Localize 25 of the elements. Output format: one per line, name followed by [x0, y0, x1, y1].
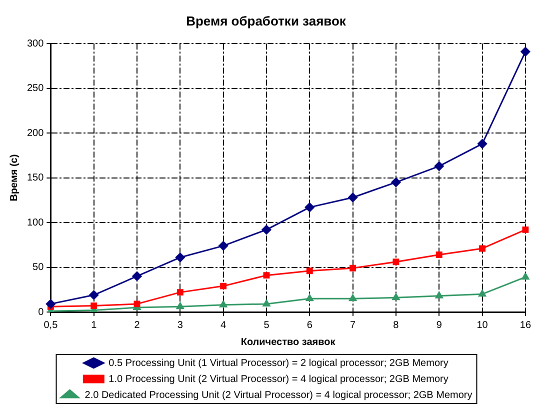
chart-title: Время обработки заявок [186, 13, 346, 28]
legend-label: 1.0 Processing Unit (2 Virtual Processor) = 4 logical processor; 2GB Memory [108, 374, 448, 385]
x-tick-label: 6 [306, 320, 313, 331]
x-tick-label: 4 [220, 320, 227, 331]
y-tick-label: 150 [26, 172, 44, 184]
x-tick-label: 0,5 [44, 320, 58, 331]
y-tick-label: 250 [26, 83, 44, 94]
y-tick-label: 200 [26, 128, 44, 139]
y-tick-label: 300 [26, 38, 44, 50]
x-tick-label: 8 [393, 320, 400, 331]
x-tick-label: 9 [436, 320, 442, 331]
x-tick-label: 1 [91, 320, 98, 331]
x-tick-label: 3 [177, 320, 184, 331]
y-tick-label: 100 [26, 217, 44, 228]
x-tick-label: 2 [134, 320, 140, 331]
x-axis-title: Количество заявок [240, 336, 336, 348]
legend-label: 2.0 Dedicated Processing Unit (2 Virtual Processor) = 4 logical processor; 2GB Memory [84, 390, 472, 401]
x-tick-label: 5 [264, 320, 270, 331]
y-tick-label: 50 [32, 262, 44, 274]
x-tick-label: 7 [350, 320, 356, 331]
x-tick-label: 10 [476, 320, 488, 331]
x-tick-label: 16 [520, 320, 532, 331]
y-tick-label: 0 [38, 306, 44, 318]
y-axis-title: Время (с) [8, 154, 20, 202]
legend-label: 0.5 Processing Unit (1 Virtual Processor) = 2 logical processor; 2GB Memory [108, 358, 448, 369]
